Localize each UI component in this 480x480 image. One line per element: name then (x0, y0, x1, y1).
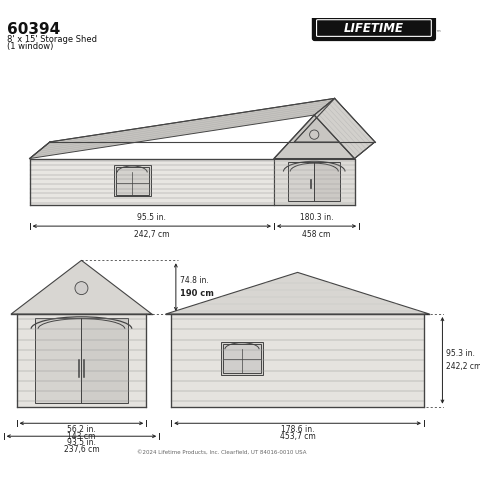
Text: 74.8 in.: 74.8 in. (180, 276, 208, 285)
Text: 8' x 15' Storage Shed: 8' x 15' Storage Shed (7, 35, 97, 44)
Text: 178.6 in.: 178.6 in. (281, 425, 314, 434)
Polygon shape (30, 98, 335, 158)
Text: (1 window): (1 window) (7, 42, 54, 51)
Circle shape (310, 130, 319, 139)
FancyBboxPatch shape (313, 16, 435, 40)
Text: 56.2 in.: 56.2 in. (67, 425, 96, 434)
Bar (17, 314, 146, 407)
Polygon shape (166, 272, 430, 314)
Polygon shape (30, 158, 274, 205)
Polygon shape (274, 158, 355, 205)
Bar (221, 342, 263, 375)
Text: 237,6 cm: 237,6 cm (64, 444, 99, 454)
Text: ©2024 Lifetime Products, Inc. Clearfield, UT 84016-0010 USA: ©2024 Lifetime Products, Inc. Clearfield… (137, 450, 307, 455)
Text: 180.3 in.: 180.3 in. (300, 214, 333, 222)
Text: 453,7 cm: 453,7 cm (280, 432, 315, 441)
Text: 242,7 cm: 242,7 cm (134, 230, 169, 239)
Bar (171, 314, 424, 407)
Bar (223, 344, 262, 373)
Text: 143 cm: 143 cm (67, 432, 96, 441)
Circle shape (75, 282, 88, 295)
Text: 93.5 in.: 93.5 in. (67, 438, 96, 447)
Polygon shape (314, 98, 375, 158)
Text: 458 cm: 458 cm (302, 230, 331, 239)
FancyBboxPatch shape (316, 20, 432, 36)
Polygon shape (11, 260, 152, 314)
Polygon shape (274, 142, 375, 158)
Text: LIFETIME: LIFETIME (344, 22, 404, 35)
Bar (35, 318, 82, 403)
Bar (314, 162, 340, 201)
Bar (114, 165, 151, 196)
Bar (82, 318, 128, 403)
Bar (288, 162, 314, 201)
Text: ™: ™ (435, 31, 441, 36)
Bar (116, 167, 149, 195)
Polygon shape (294, 98, 375, 142)
Polygon shape (274, 115, 355, 158)
Text: 60394: 60394 (7, 23, 60, 37)
Text: 242,2 cm: 242,2 cm (446, 362, 480, 371)
Text: 190 cm: 190 cm (180, 289, 214, 298)
Text: 95.3 in.: 95.3 in. (446, 349, 475, 359)
Text: 95.5 in.: 95.5 in. (137, 214, 166, 222)
